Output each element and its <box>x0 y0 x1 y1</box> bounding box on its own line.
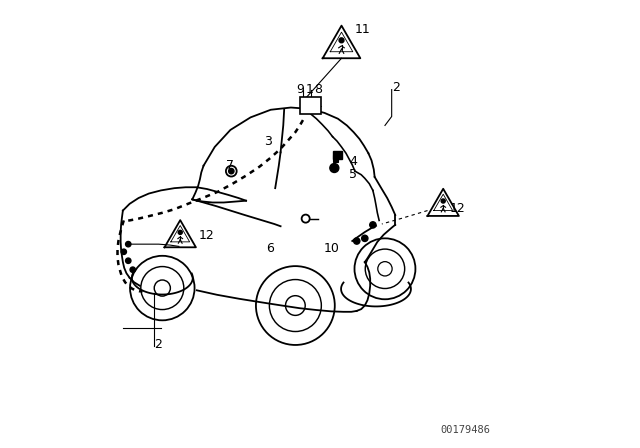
Circle shape <box>353 238 360 244</box>
Circle shape <box>130 267 136 272</box>
Text: 12: 12 <box>199 228 215 242</box>
Circle shape <box>228 168 234 174</box>
Text: 1: 1 <box>306 83 314 96</box>
Text: 3: 3 <box>264 134 272 148</box>
Text: 00179486: 00179486 <box>440 425 490 435</box>
Text: 9: 9 <box>297 83 305 96</box>
Circle shape <box>178 230 182 234</box>
Text: 5: 5 <box>349 168 357 181</box>
Circle shape <box>125 241 131 247</box>
Circle shape <box>121 249 127 254</box>
FancyBboxPatch shape <box>300 97 321 114</box>
Circle shape <box>362 235 368 241</box>
FancyBboxPatch shape <box>333 151 342 159</box>
Text: 6: 6 <box>266 242 274 255</box>
Text: 10: 10 <box>324 242 339 255</box>
FancyBboxPatch shape <box>333 155 338 162</box>
Text: 2: 2 <box>392 81 399 94</box>
Text: 2: 2 <box>154 338 162 352</box>
Circle shape <box>441 199 445 203</box>
Text: 4: 4 <box>349 155 357 168</box>
Text: 7: 7 <box>226 159 234 172</box>
Text: 12: 12 <box>450 202 466 215</box>
Circle shape <box>339 38 344 43</box>
Text: 8: 8 <box>314 83 322 96</box>
Text: 11: 11 <box>355 22 371 36</box>
Circle shape <box>125 258 131 263</box>
Circle shape <box>370 222 376 228</box>
Circle shape <box>330 164 339 172</box>
